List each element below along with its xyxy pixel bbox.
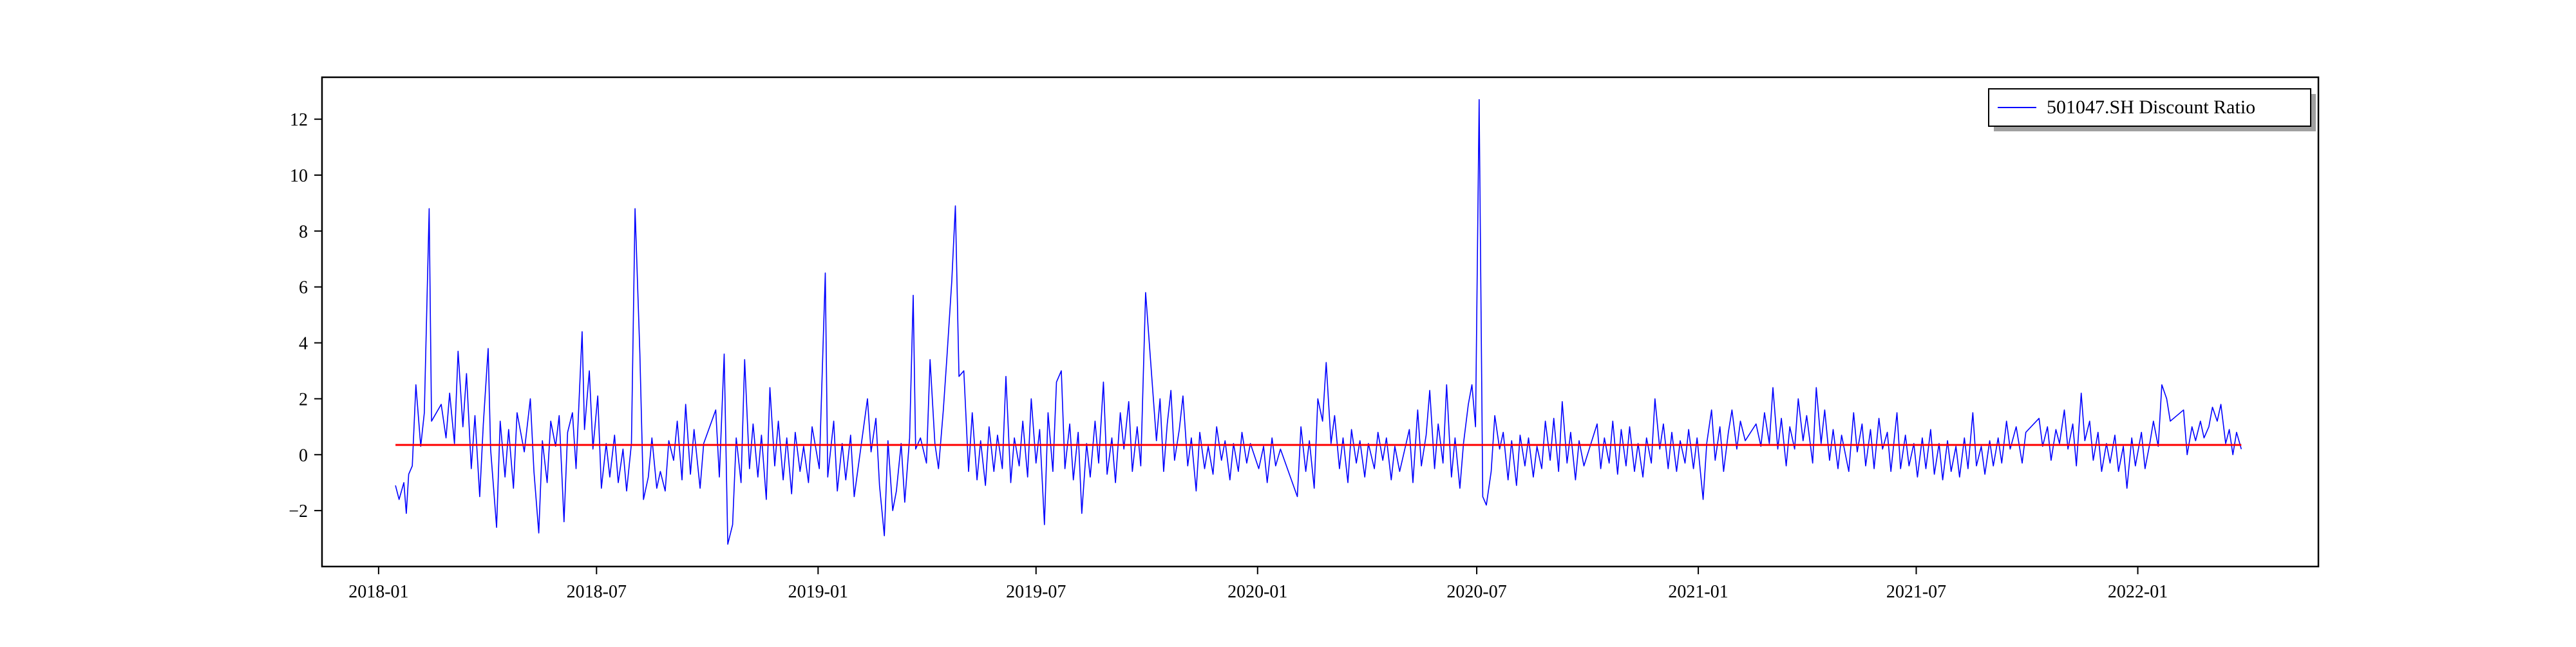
x-tick-label: 2021-01 (1668, 582, 1728, 602)
x-tick-label: 2022-01 (2108, 582, 2168, 602)
y-tick-label: 0 (299, 445, 308, 465)
series-line-discount-ratio (395, 98, 2242, 545)
legend: 501047.SH Discount Ratio (1988, 88, 2316, 131)
legend-label-discount-ratio: 501047.SH Discount Ratio (2047, 97, 2255, 118)
y-tick-label: 6 (299, 278, 308, 298)
y-tick-label: 4 (299, 334, 308, 354)
plot-frame (321, 76, 2320, 568)
y-tick-label: 2 (299, 389, 308, 409)
x-tick-label: 2019-07 (1006, 582, 1066, 602)
y-tick-label: 10 (290, 166, 308, 186)
series-layer (395, 98, 2242, 545)
y-tick-label: 12 (290, 110, 308, 130)
x-tick-label: 2021-07 (1886, 582, 1946, 602)
x-tick-label: 2020-01 (1227, 582, 1287, 602)
y-tick-label: 8 (299, 222, 308, 242)
axes-layer: 2018-01 2018-07 2019-01 2019-07 2020-01 2020-… (289, 110, 2168, 602)
legend-box (1988, 88, 2311, 127)
y-tick-label: −2 (289, 502, 308, 521)
x-tick-label: 2019-01 (788, 582, 848, 602)
x-tick-label: 2018-07 (567, 582, 627, 602)
plot-background (322, 77, 2318, 567)
x-tick-label: 2020-07 (1446, 582, 1506, 602)
x-tick-label: 2018-01 (348, 582, 408, 602)
